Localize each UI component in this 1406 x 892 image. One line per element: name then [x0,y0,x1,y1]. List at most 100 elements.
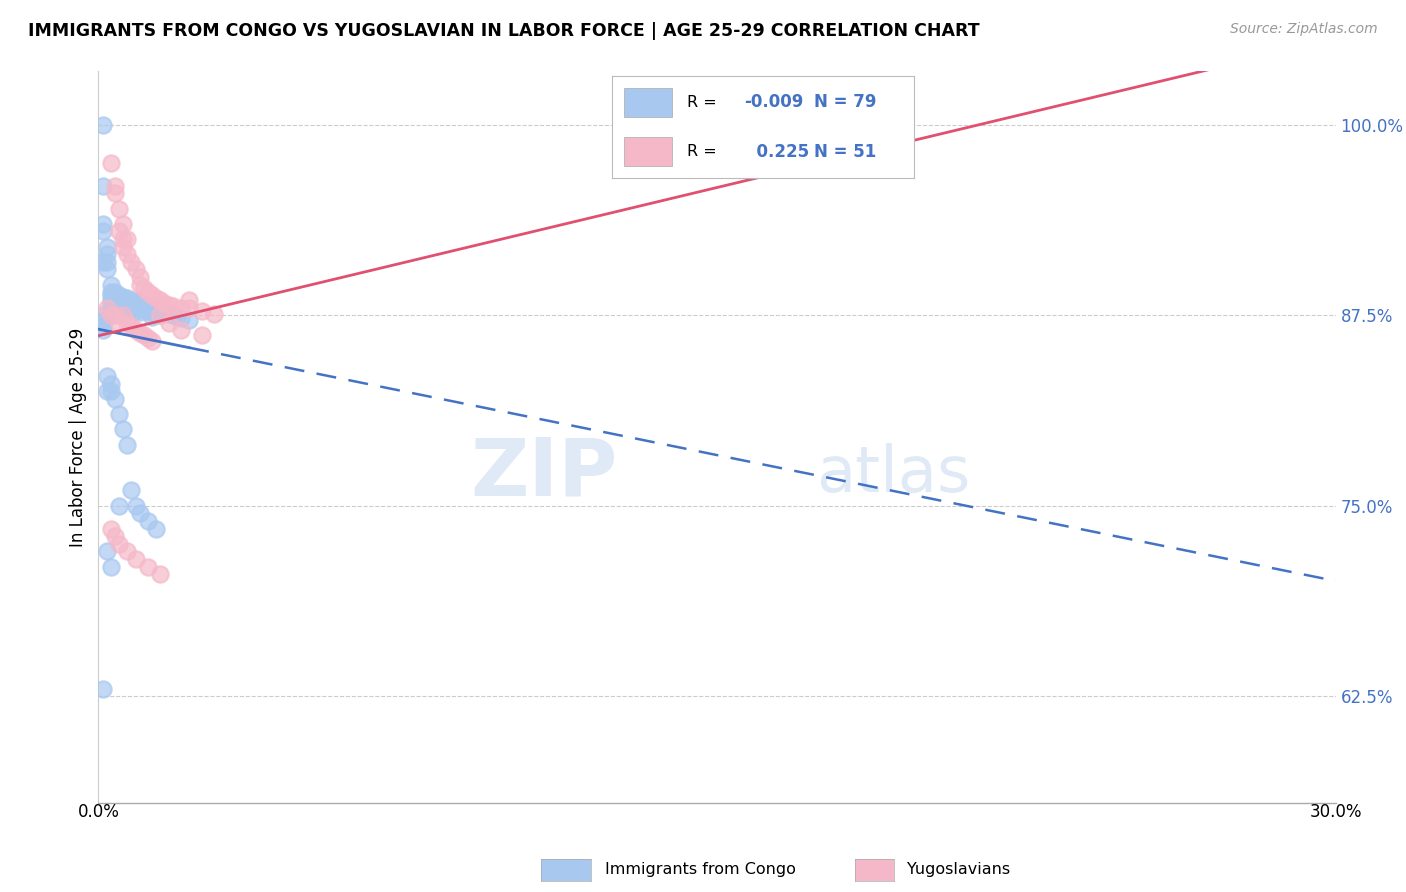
Point [124,299,146,313]
Point [202,307,225,321]
Text: ZIP: ZIP [471,434,619,513]
Point [117,247,139,261]
Point [124,499,146,513]
Point [128,277,150,292]
Point [145,301,167,316]
Point [162,308,184,322]
Point [96,544,118,558]
Point [124,552,146,566]
Point [112,308,135,322]
Point [100,155,122,169]
Point [120,255,142,269]
Point [120,293,142,307]
Point [141,310,163,324]
Bar [624,88,672,117]
Y-axis label: In Labor Force | Age 25-29: In Labor Force | Age 25-29 [69,327,87,547]
Point [179,312,201,326]
Text: N = 51: N = 51 [814,143,876,161]
Point [149,303,172,318]
Point [100,296,122,310]
Point [157,316,180,330]
Point [91,318,114,333]
Point [108,537,131,551]
Text: Yugoslavians: Yugoslavians [907,863,1010,877]
Point [112,303,135,318]
Point [100,559,122,574]
Point [132,328,155,343]
Point [120,301,142,316]
Point [141,334,163,348]
Point [108,202,131,216]
Point [149,567,172,582]
Text: 0.225: 0.225 [745,143,808,161]
Point [145,292,167,306]
Point [136,285,159,300]
Point [128,301,150,315]
Point [112,290,135,304]
Point [124,294,146,309]
Point [157,297,180,311]
Point [100,277,122,292]
Point [100,376,122,391]
Point [100,308,122,322]
Point [157,307,180,321]
Point [108,288,131,302]
Point [141,305,163,319]
Point [136,299,159,313]
Point [117,232,139,246]
Point [104,178,127,193]
Text: R =: R = [688,95,723,110]
Point [91,308,114,322]
Point [170,301,193,315]
Point [108,499,131,513]
Point [117,316,139,330]
Point [91,224,114,238]
Point [104,303,127,318]
Point [96,301,118,315]
Point [108,293,131,307]
Point [91,323,114,337]
Text: Source: ZipAtlas.com: Source: ZipAtlas.com [1230,22,1378,37]
Point [104,293,127,307]
Point [100,522,122,536]
Text: -0.009: -0.009 [745,94,804,112]
Point [124,323,146,337]
Point [100,308,122,322]
Point [91,118,114,132]
Point [789,140,811,154]
Point [132,297,155,311]
Point [128,296,150,310]
Point [96,255,118,269]
Point [104,285,127,300]
Point [96,247,118,261]
Point [108,407,131,421]
Point [117,438,139,452]
Point [128,506,150,520]
Point [96,369,118,384]
Point [136,514,159,528]
Point [104,308,127,322]
Point [100,293,122,307]
Point [170,323,193,337]
Point [100,384,122,399]
Point [179,293,201,307]
Point [112,217,135,231]
Point [96,384,118,399]
Point [153,305,176,319]
Point [179,301,201,315]
Point [108,297,131,311]
Point [100,301,122,315]
Point [104,529,127,543]
Text: 30.0%: 30.0% [1309,803,1362,821]
Point [120,483,142,498]
Point [128,326,150,341]
Point [132,301,155,316]
Point [96,262,118,277]
Point [112,232,135,246]
Point [128,270,150,285]
Point [124,262,146,277]
Point [170,311,193,326]
Point [190,303,212,318]
Point [136,303,159,318]
Point [132,281,155,295]
